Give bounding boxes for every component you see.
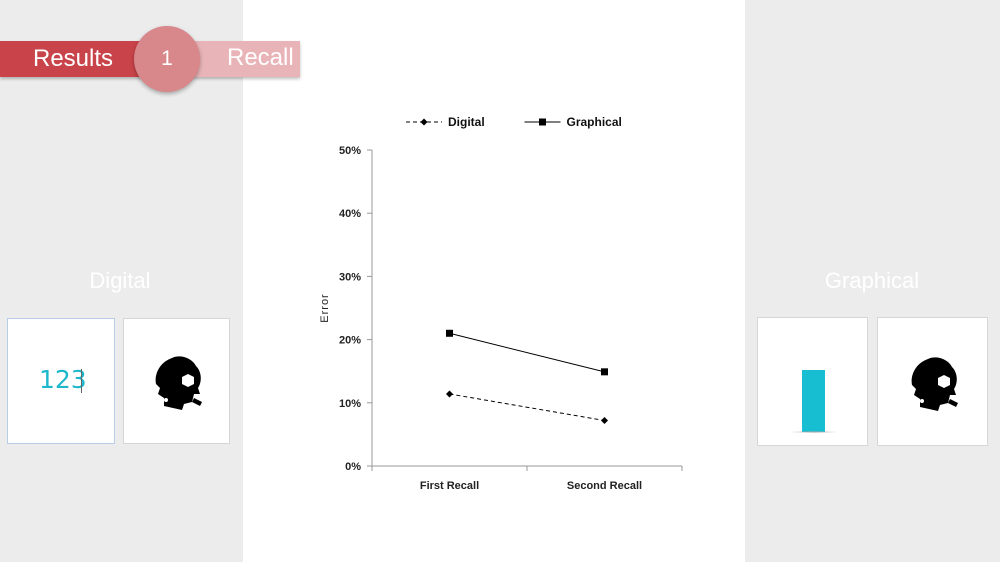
step-number-badge: 1 (134, 26, 200, 92)
brain-head-icon (155, 356, 202, 410)
y-tick-label: 20% (339, 335, 361, 347)
x-axis: First Recall Second Recall (371, 465, 683, 492)
legend-label-graphical: Graphical (567, 115, 622, 129)
graphical-title: Graphical (824, 268, 920, 293)
y-tick-label: 30% (339, 271, 361, 283)
legend-marker-digital (420, 118, 428, 126)
series-line-graphical (449, 332, 605, 373)
digital-brain-card (123, 318, 230, 444)
data-point-digital (601, 416, 608, 424)
y-axis-title: Error (319, 293, 331, 322)
step-number: 1 (161, 47, 173, 70)
y-tick-label: 50% (339, 145, 361, 157)
y-tick-label: 10% (339, 398, 361, 410)
digital-title: Digital (89, 268, 151, 293)
recall-ribbon: Recall (180, 41, 300, 77)
y-axis: 0% 10% 20% 30% 40% 50% (339, 145, 373, 473)
series-line-digital (449, 393, 605, 421)
step-label: Recall (227, 44, 294, 71)
legend-marker-graphical (539, 118, 546, 126)
data-point-graphical (446, 329, 453, 337)
bar-chart-icon (802, 370, 825, 432)
data-point-digital (446, 390, 453, 398)
y-tick-label: 40% (339, 208, 361, 220)
chart-legend: Digital Graphical (406, 115, 622, 129)
section-label: Results (33, 45, 114, 72)
digital-number-card: 123 (7, 318, 115, 444)
results-ribbon: Results (0, 41, 160, 77)
graphical-brain-card (877, 317, 988, 446)
y-tick-label: 0% (345, 461, 361, 473)
legend-label-digital: Digital (448, 115, 485, 129)
data-point-graphical (601, 368, 608, 376)
x-tick-label: First Recall (420, 480, 479, 492)
digital-number-text: 123 (39, 365, 87, 394)
text-cursor-icon (81, 369, 82, 393)
center-panel (243, 0, 745, 562)
brain-head-icon (911, 357, 958, 411)
x-tick-label: Second Recall (567, 480, 642, 492)
graphical-bar-card (757, 317, 868, 446)
bar-shadow (790, 431, 838, 433)
series-layer (446, 329, 608, 424)
